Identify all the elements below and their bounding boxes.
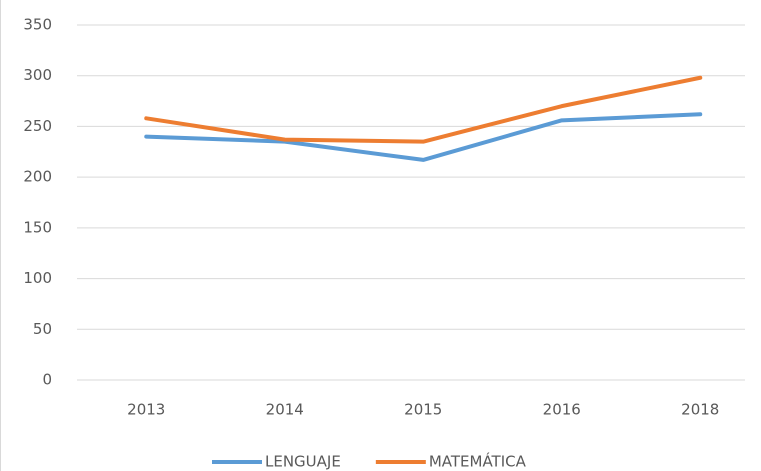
y-tick-label: 0 bbox=[42, 371, 52, 389]
data-line bbox=[144, 112, 703, 162]
x-tick-label: 2015 bbox=[404, 401, 442, 419]
legend-label: MATEMÁTICA bbox=[429, 452, 527, 471]
y-tick-label: 50 bbox=[33, 320, 52, 338]
y-tick-label: 250 bbox=[23, 117, 52, 135]
x-tick-label: 2013 bbox=[127, 401, 165, 419]
y-tick-label: 300 bbox=[23, 66, 52, 84]
x-tick-label: 2014 bbox=[266, 401, 304, 419]
x-tick-label: 2016 bbox=[543, 401, 581, 419]
y-tick-label: 200 bbox=[23, 168, 52, 186]
x-tick-label: 2018 bbox=[681, 401, 719, 419]
y-tick-label: 150 bbox=[23, 218, 52, 236]
data-line bbox=[144, 75, 703, 144]
y-tick-label: 100 bbox=[23, 269, 52, 287]
y-tick-label: 350 bbox=[23, 16, 52, 34]
legend-label: LENGUAJE bbox=[265, 453, 341, 471]
